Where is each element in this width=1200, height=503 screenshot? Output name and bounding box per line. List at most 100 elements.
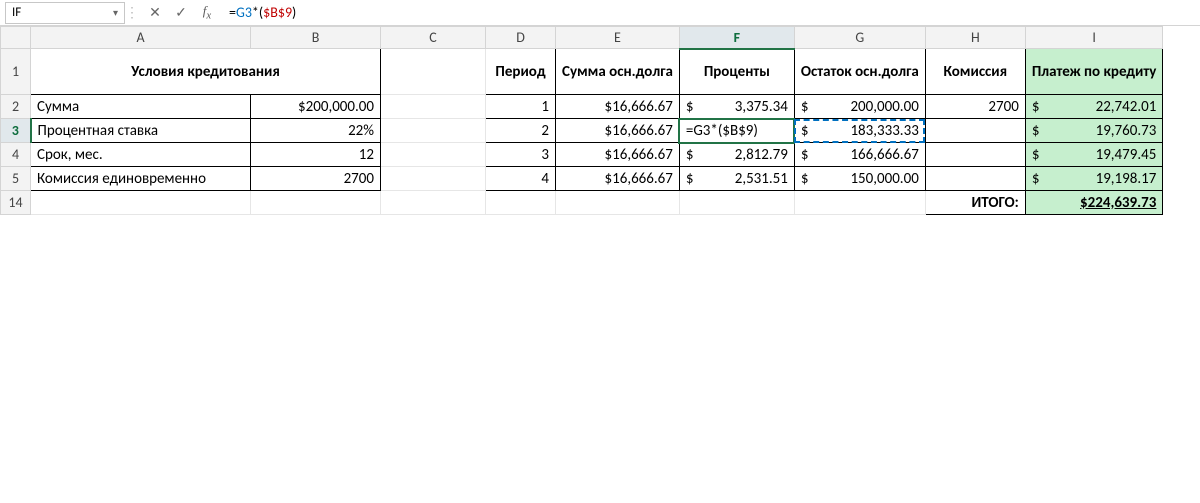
cell-H2[interactable]: 2700	[925, 95, 1025, 119]
row-head-5[interactable]: 5	[1, 167, 31, 191]
loan-terms-header[interactable]: Условия кредитования	[31, 49, 381, 95]
col-head-B[interactable]: B	[251, 27, 381, 49]
cell-F3[interactable]: =G3*($B$9)	[679, 119, 794, 143]
cell-G5[interactable]: $150,000.00	[794, 167, 925, 191]
currency-value: 3,375.34	[735, 98, 788, 116]
cell-H3[interactable]	[925, 119, 1025, 143]
col-head-H[interactable]: H	[925, 27, 1025, 49]
col-head-G[interactable]: G	[794, 27, 925, 49]
row-head-4[interactable]: 4	[1, 143, 31, 167]
formula-ref-blue: G3	[236, 4, 252, 21]
currency-value: 166,666.67	[850, 146, 918, 164]
cell-I3[interactable]: $19,760.73	[1025, 119, 1163, 143]
row-14: 14 ИТОГО: $224,639.73	[1, 191, 1163, 215]
confirm-icon[interactable]: ✓	[169, 2, 193, 24]
currency-value: 150,000.00	[850, 170, 918, 188]
cell-B5[interactable]: 2700	[251, 167, 381, 191]
row-head-3[interactable]: 3	[1, 119, 31, 143]
fx-icon[interactable]: fx	[195, 2, 219, 24]
col-head-E[interactable]: E	[556, 27, 680, 49]
currency-symbol: $	[801, 98, 809, 116]
cell-A14[interactable]	[31, 191, 251, 215]
cell-I4[interactable]: $19,479.45	[1025, 143, 1163, 167]
hdr-F[interactable]: Проценты	[679, 49, 794, 95]
currency-value: 19,479.45	[1096, 146, 1157, 164]
cell-G3[interactable]: $183,333.33	[794, 119, 925, 143]
name-box-dropdown-icon[interactable]: ▾	[113, 6, 118, 19]
col-head-A[interactable]: A	[31, 27, 251, 49]
cell-C5[interactable]	[381, 167, 486, 191]
currency-symbol: $	[1032, 122, 1040, 140]
cell-E14[interactable]	[556, 191, 680, 215]
cell-H5[interactable]	[925, 167, 1025, 191]
cell-B14[interactable]	[251, 191, 381, 215]
hdr-I[interactable]: Платеж по кредиту	[1025, 49, 1163, 95]
cell-B3[interactable]: 22%	[251, 119, 381, 143]
currency-symbol: $	[801, 122, 809, 140]
currency-value: 2,812.79	[735, 146, 788, 164]
select-all-corner[interactable]	[1, 27, 31, 49]
cell-B2[interactable]: $200,000.00	[251, 95, 381, 119]
formula-bar-buttons: ✕ ✓ fx	[139, 2, 223, 24]
currency-symbol: $	[801, 170, 809, 188]
footer-total[interactable]: $224,639.73	[1025, 191, 1163, 215]
hdr-D[interactable]: Период	[486, 49, 556, 95]
cell-D5[interactable]: 4	[486, 167, 556, 191]
hdr-G[interactable]: Остаток осн.долга	[794, 49, 925, 95]
cell-C2[interactable]	[381, 95, 486, 119]
formula-input[interactable]: = G3 *( $B$9 )	[223, 2, 1200, 24]
cancel-icon[interactable]: ✕	[143, 2, 167, 24]
col-head-F[interactable]: F	[679, 27, 794, 49]
sheet-table: A B C D E F G H I 1 Условия кредитования…	[0, 26, 1163, 215]
cell-A2[interactable]: Сумма	[31, 95, 251, 119]
formula-mid: *(	[252, 4, 263, 21]
formula-bar: IF ▾ ⋮ ✕ ✓ fx = G3 *( $B$9 )	[0, 0, 1200, 26]
cell-E5[interactable]: $16,666.67	[556, 167, 680, 191]
cell-H4[interactable]	[925, 143, 1025, 167]
cell-C14[interactable]	[381, 191, 486, 215]
currency-value: 19,760.73	[1096, 122, 1157, 140]
row-head-2[interactable]: 2	[1, 95, 31, 119]
cell-D14[interactable]	[486, 191, 556, 215]
cell-C3[interactable]	[381, 119, 486, 143]
cell-A3[interactable]: Процентная ставка	[31, 119, 251, 143]
cell-F5[interactable]: $2,531.51	[679, 167, 794, 191]
hdr-E[interactable]: Сумма осн.долга	[556, 49, 680, 95]
row-2: 2Сумма$200,000.001$16,666.67$3,375.34$20…	[1, 95, 1163, 119]
footer-label[interactable]: ИТОГО:	[925, 191, 1025, 215]
row-3: 3Процентная ставка22% 2$16,666.67=G3*($B$…	[1, 119, 1163, 143]
col-head-C[interactable]: C	[381, 27, 486, 49]
cell-I5[interactable]: $19,198.17	[1025, 167, 1163, 191]
spreadsheet-grid[interactable]: A B C D E F G H I 1 Условия кредитования…	[0, 26, 1200, 215]
formula-ref-red: $B$9	[263, 4, 292, 21]
cell-G4[interactable]: $166,666.67	[794, 143, 925, 167]
cell-B4[interactable]: 12	[251, 143, 381, 167]
cell-F4[interactable]: $2,812.79	[679, 143, 794, 167]
cell-A5[interactable]: Комиссия единовременно	[31, 167, 251, 191]
cell-D3[interactable]: 2	[486, 119, 556, 143]
col-head-I[interactable]: I	[1025, 27, 1163, 49]
cell-E3[interactable]: $16,666.67	[556, 119, 680, 143]
currency-symbol: $	[1032, 146, 1040, 164]
cell-I2[interactable]: $22,742.01	[1025, 95, 1163, 119]
cell-C1[interactable]	[381, 49, 486, 95]
cell-A4[interactable]: Срок, мес.	[31, 143, 251, 167]
cell-D2[interactable]: 1	[486, 95, 556, 119]
row-1: 1 Условия кредитования Период Сумма осн.…	[1, 49, 1163, 95]
col-head-D[interactable]: D	[486, 27, 556, 49]
cell-F2[interactable]: $3,375.34	[679, 95, 794, 119]
hdr-H[interactable]: Комиссия	[925, 49, 1025, 95]
name-box[interactable]: IF ▾	[5, 2, 125, 24]
formula-eq: =	[229, 4, 236, 21]
cell-D4[interactable]: 3	[486, 143, 556, 167]
row-head-14[interactable]: 14	[1, 191, 31, 215]
cell-E4[interactable]: $16,666.67	[556, 143, 680, 167]
row-head-1[interactable]: 1	[1, 49, 31, 95]
cell-G14[interactable]	[794, 191, 925, 215]
currency-symbol: $	[686, 98, 694, 116]
cell-G2[interactable]: $200,000.00	[794, 95, 925, 119]
separator: ⋮	[125, 2, 139, 24]
cell-E2[interactable]: $16,666.67	[556, 95, 680, 119]
cell-C4[interactable]	[381, 143, 486, 167]
cell-F14[interactable]	[679, 191, 794, 215]
